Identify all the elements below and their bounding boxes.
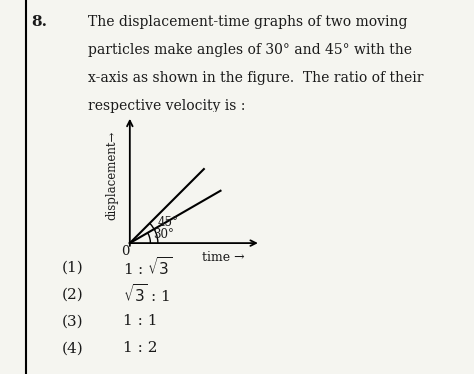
Text: (4): (4)	[62, 341, 83, 355]
Text: x-axis as shown in the figure.  The ratio of their: x-axis as shown in the figure. The ratio…	[88, 71, 423, 85]
Text: 45°: 45°	[157, 216, 179, 229]
Text: 1 : 1: 1 : 1	[123, 314, 158, 328]
Text: 0: 0	[121, 245, 129, 258]
Text: (1): (1)	[62, 260, 83, 275]
Text: 8.: 8.	[31, 15, 47, 29]
Text: $\sqrt{3}$ : 1: $\sqrt{3}$ : 1	[123, 283, 171, 305]
Text: displacement→: displacement→	[105, 131, 118, 220]
Text: 1 : 2: 1 : 2	[123, 341, 158, 355]
Text: (3): (3)	[62, 314, 83, 328]
Text: time →: time →	[202, 251, 245, 264]
Text: The displacement-time graphs of two moving: The displacement-time graphs of two movi…	[88, 15, 407, 29]
Text: particles make angles of 30° and 45° with the: particles make angles of 30° and 45° wit…	[88, 43, 412, 57]
Text: respective velocity is :: respective velocity is :	[88, 99, 245, 113]
Text: 1 : $\sqrt{3}$: 1 : $\sqrt{3}$	[123, 257, 173, 278]
Text: 30°: 30°	[154, 228, 174, 241]
Text: (2): (2)	[62, 287, 83, 301]
